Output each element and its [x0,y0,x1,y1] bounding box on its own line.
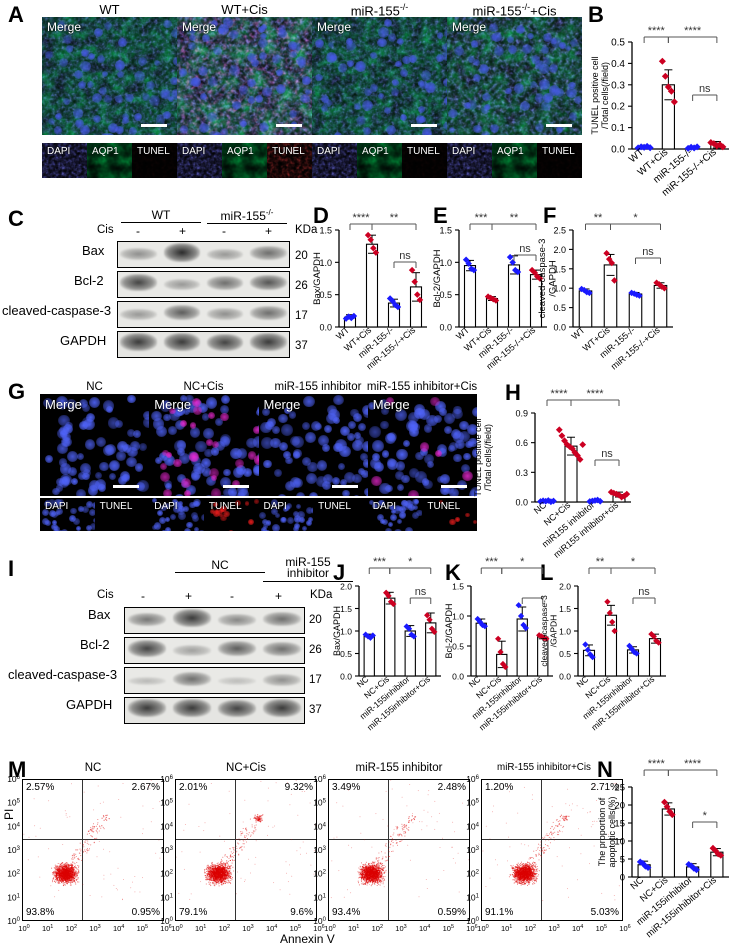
svg-text:103: 103 [313,845,326,855]
svg-text:0.0: 0.0 [439,323,452,333]
svg-text:**: ** [390,212,399,224]
svg-text:0.1: 0.1 [611,123,625,134]
svg-text:ns: ns [519,243,531,255]
svg-text:**: ** [594,212,603,224]
svg-text:2.5: 2.5 [553,226,566,236]
svg-text:102: 102 [66,924,77,933]
svg-text:0.4: 0.4 [611,59,625,70]
svg-text:ns: ns [638,586,650,598]
svg-text:103: 103 [89,924,100,933]
svg-text:103: 103 [395,924,406,933]
svg-text:cleaved-caspase-3: cleaved-caspase-3 [539,595,549,667]
svg-text:102: 102 [372,924,383,933]
svg-text:100: 100 [324,924,335,933]
svg-text:102: 102 [7,869,20,879]
svg-text:Bcl-2/GAPDH: Bcl-2/GAPDH [444,603,454,658]
svg-text:TUNEL positive cell: TUNEL positive cell [473,418,483,496]
svg-text:103: 103 [242,924,253,933]
svg-text:/GAPDH: /GAPDH [549,615,559,648]
svg-text:104: 104 [113,924,124,933]
svg-text:0.0: 0.0 [559,672,571,682]
svg-text:/GAPDH: /GAPDH [548,260,559,297]
svg-text:cleaved-caspase-3: cleaved-caspase-3 [537,239,548,319]
svg-text:102: 102 [219,924,230,933]
svg-text:ns: ns [642,246,654,258]
svg-text:*: * [408,556,413,568]
svg-text:1.5: 1.5 [559,604,571,614]
svg-text:2.0: 2.0 [559,582,571,592]
svg-text:101: 101 [195,924,206,933]
svg-text:104: 104 [419,924,430,933]
svg-text:104: 104 [313,821,326,831]
svg-text:101: 101 [313,892,326,902]
svg-text:/Total cells(/field): /Total cells(/field) [483,424,493,491]
svg-text:101: 101 [7,892,20,902]
svg-text:ns: ns [415,586,427,598]
svg-text:***: *** [485,556,499,568]
svg-text:**: ** [596,556,605,568]
svg-text:0.2: 0.2 [611,102,625,113]
svg-text:****: **** [352,212,370,224]
svg-text:0.6: 0.6 [515,438,528,448]
svg-text:105: 105 [160,798,173,808]
svg-text:****: **** [550,388,568,400]
svg-text:102: 102 [313,869,326,879]
svg-text:0.5: 0.5 [611,38,625,49]
svg-text:0.9: 0.9 [515,409,528,419]
svg-text:1.0: 1.0 [559,627,571,637]
svg-text:104: 104 [160,821,173,831]
svg-text:0.0: 0.0 [553,323,566,333]
svg-text:1.5: 1.5 [439,226,452,236]
svg-text:*: * [633,212,638,224]
svg-text:0.0: 0.0 [452,672,464,682]
svg-text:106: 106 [160,774,173,784]
svg-text:101: 101 [42,924,53,933]
svg-text:***: *** [373,556,387,568]
svg-text:104: 104 [266,924,277,933]
svg-text:*: * [631,556,636,568]
svg-text:***: *** [475,212,489,224]
svg-text:*: * [520,556,525,568]
svg-text:100: 100 [171,924,182,933]
svg-text:0.3: 0.3 [611,80,625,91]
svg-text:102: 102 [160,869,173,879]
svg-text:ns: ns [601,448,613,460]
svg-text:0.0: 0.0 [319,323,332,333]
svg-text:/Total cells(/field): /Total cells(/field) [600,62,610,129]
svg-text:0.5: 0.5 [553,303,566,313]
svg-text:Bax/GAPDH: Bax/GAPDH [312,252,323,305]
svg-text:****: **** [648,25,666,37]
svg-text:106: 106 [7,774,20,784]
svg-text:101: 101 [160,892,173,902]
svg-text:0.0: 0.0 [340,672,352,682]
svg-text:2.0: 2.0 [553,245,566,255]
svg-text:0.0: 0.0 [515,498,528,508]
svg-text:2.0: 2.0 [340,582,352,592]
svg-text:105: 105 [313,798,326,808]
svg-text:103: 103 [7,845,20,855]
svg-text:ns: ns [699,83,711,95]
svg-text:**: ** [510,212,519,224]
svg-text:0.0: 0.0 [611,145,625,156]
svg-text:1.5: 1.5 [319,226,332,236]
svg-text:103: 103 [160,845,173,855]
svg-text:104: 104 [7,821,20,831]
svg-text:TUNEL positive cell: TUNEL positive cell [590,56,600,134]
svg-text:106: 106 [313,774,326,784]
svg-text:Bcl-2/GAPDH: Bcl-2/GAPDH [432,249,443,307]
svg-text:100: 100 [18,924,29,933]
svg-text:101: 101 [348,924,359,933]
svg-text:0.3: 0.3 [515,468,528,478]
svg-text:0.5: 0.5 [559,649,571,659]
svg-text:1.5: 1.5 [452,582,464,592]
svg-text:Bax/GAPDH: Bax/GAPDH [332,606,342,656]
svg-text:****: **** [586,388,604,400]
svg-text:ns: ns [399,250,411,262]
svg-text:****: **** [684,25,702,37]
svg-text:105: 105 [7,798,20,808]
